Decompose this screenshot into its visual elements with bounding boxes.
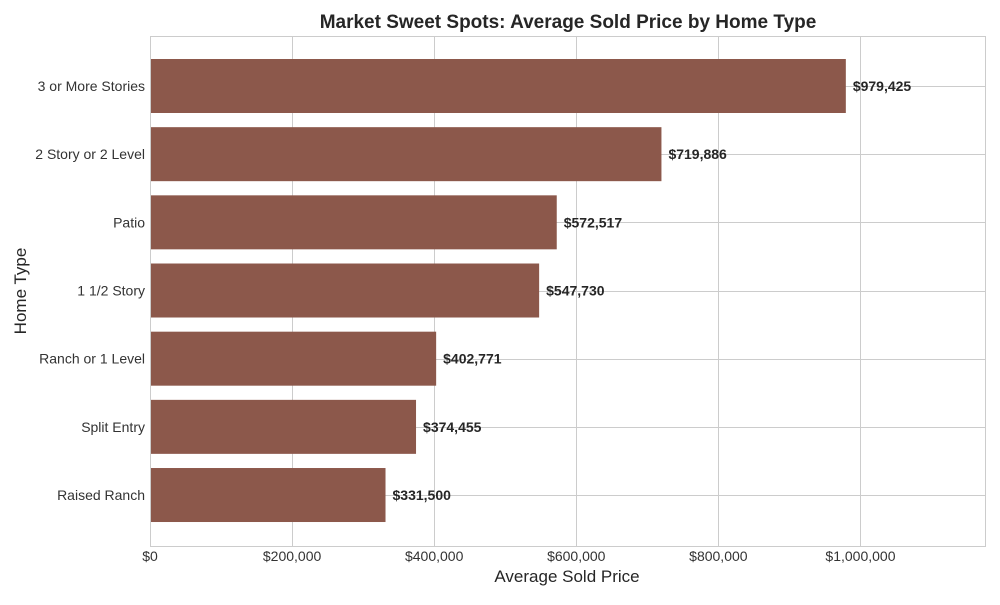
data-label: $719,886 (668, 146, 727, 162)
bar (150, 331, 437, 386)
y-tick-label: 3 or More Stories (38, 78, 145, 94)
y-tick-label: Split Entry (81, 419, 145, 435)
bars (150, 59, 846, 523)
data-label: $402,771 (443, 351, 502, 367)
y-tick-labels: 3 or More Stories 2 Story or 2 Level Patio… (35, 78, 145, 503)
y-axis-label: Home Type (11, 248, 30, 335)
y-tick-label: Ranch or 1 Level (39, 351, 145, 367)
x-axis-label: Average Sold Price (494, 567, 639, 586)
bar (150, 399, 417, 454)
x-tick-label: $1,000,000 (825, 548, 895, 564)
x-tick-label: $0 (142, 548, 158, 564)
x-tick-label: $400,000 (405, 548, 464, 564)
bar (150, 59, 846, 113)
x-tick-labels: $0 $200,000 $400,000 $600,000 $800,000 $1,000… (142, 548, 895, 564)
chart-title: Market Sweet Spots: Average Sold Price b… (320, 12, 817, 33)
bar (150, 195, 557, 250)
data-labels: $979,425 $719,886 $572,517 $547,730 $402,771… (393, 78, 912, 503)
y-tick-label: Patio (113, 214, 145, 230)
x-tick-label: $200,000 (263, 548, 322, 564)
data-label: $572,517 (564, 214, 623, 230)
bar (150, 468, 386, 523)
data-label: $331,500 (393, 487, 452, 503)
x-tick-label: $600,000 (547, 548, 606, 564)
bar (150, 127, 662, 182)
x-tick-label: $800,000 (689, 548, 748, 564)
data-label: $374,455 (423, 419, 482, 435)
plot-frame (150, 36, 986, 547)
data-label: $979,425 (853, 78, 912, 94)
y-tick-label: 2 Story or 2 Level (35, 146, 145, 162)
y-tick-label: Raised Ranch (57, 487, 145, 503)
bar (150, 263, 540, 318)
data-label: $547,730 (546, 283, 605, 299)
y-tick-label: 1 1/2 Story (77, 283, 145, 299)
